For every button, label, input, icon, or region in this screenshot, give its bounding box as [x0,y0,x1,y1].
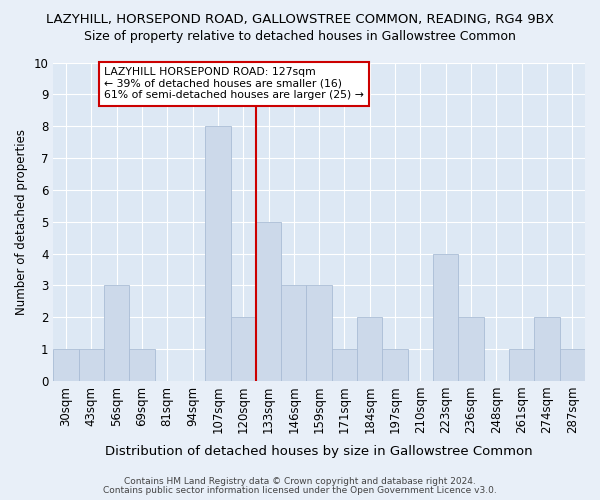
Text: Contains HM Land Registry data © Crown copyright and database right 2024.: Contains HM Land Registry data © Crown c… [124,477,476,486]
Text: LAZYHILL, HORSEPOND ROAD, GALLOWSTREE COMMON, READING, RG4 9BX: LAZYHILL, HORSEPOND ROAD, GALLOWSTREE CO… [46,12,554,26]
Bar [79,349,104,381]
Bar [560,349,585,381]
Bar [205,126,230,381]
Bar [307,286,332,381]
Bar [104,286,129,381]
Bar [458,317,484,381]
Text: Size of property relative to detached houses in Gallowstree Common: Size of property relative to detached ho… [84,30,516,43]
Bar [535,317,560,381]
X-axis label: Distribution of detached houses by size in Gallowstree Common: Distribution of detached houses by size … [106,444,533,458]
Text: LAZYHILL HORSEPOND ROAD: 127sqm
← 39% of detached houses are smaller (16)
61% of: LAZYHILL HORSEPOND ROAD: 127sqm ← 39% of… [104,68,364,100]
Bar [129,349,155,381]
Bar [382,349,408,381]
Bar [256,222,281,381]
Bar [53,349,79,381]
Text: Contains public sector information licensed under the Open Government Licence v3: Contains public sector information licen… [103,486,497,495]
Y-axis label: Number of detached properties: Number of detached properties [15,128,28,314]
Bar [509,349,535,381]
Bar [281,286,307,381]
Bar [433,254,458,381]
Bar [230,317,256,381]
Bar [332,349,357,381]
Bar [357,317,382,381]
